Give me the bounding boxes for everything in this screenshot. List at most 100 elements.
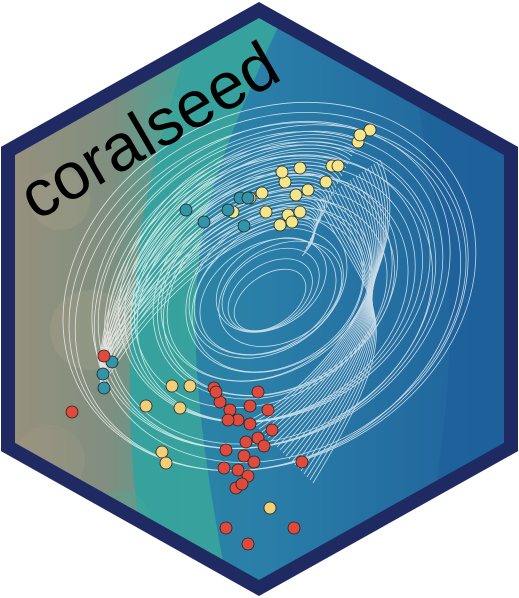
dispersal-track bbox=[91, 120, 451, 450]
dispersal-track bbox=[99, 154, 347, 367]
dispersal-track bbox=[124, 154, 423, 423]
particle-point-orange bbox=[159, 456, 173, 470]
particle-point-red bbox=[219, 521, 233, 535]
particle-point-yellow bbox=[275, 165, 289, 179]
particle-point-red bbox=[97, 349, 111, 363]
dispersal-track bbox=[294, 189, 373, 466]
dispersal-track bbox=[227, 258, 313, 332]
particle-point-red bbox=[217, 461, 231, 475]
dispersal-track bbox=[267, 171, 380, 439]
particle-point-yellow bbox=[353, 128, 367, 142]
particle-point-yellow bbox=[289, 188, 303, 202]
particle-point-red bbox=[287, 521, 301, 535]
dispersal-track bbox=[270, 173, 378, 442]
dispersal-track bbox=[99, 214, 316, 373]
dispersal-track bbox=[288, 185, 373, 460]
particle-point-orange bbox=[155, 445, 169, 459]
particle-point-yellow bbox=[259, 205, 273, 219]
dispersal-track bbox=[279, 179, 375, 451]
particle-point-red bbox=[237, 449, 251, 463]
dispersal-track bbox=[68, 112, 469, 472]
deep-water bbox=[400, 10, 511, 588]
dispersal-track bbox=[282, 181, 374, 454]
particle-point-red bbox=[257, 439, 271, 453]
dispersal-track bbox=[99, 192, 324, 367]
dispersal-track bbox=[249, 159, 391, 421]
dispersal-track bbox=[199, 237, 337, 356]
dispersal-track bbox=[285, 183, 374, 457]
dispersal-track bbox=[312, 201, 377, 484]
particle-points bbox=[65, 123, 377, 551]
dispersal-track bbox=[99, 130, 361, 361]
reef-crest bbox=[130, 10, 290, 588]
dispersal-track bbox=[252, 161, 388, 424]
particle-point-red bbox=[251, 385, 265, 399]
particle-point-yellow bbox=[273, 218, 287, 232]
dispersal-track bbox=[99, 220, 315, 385]
dispersal-track bbox=[160, 194, 373, 382]
dispersal-track bbox=[99, 134, 359, 367]
particle-point-teal bbox=[96, 367, 110, 381]
particle-point-red bbox=[209, 385, 223, 399]
dispersal-track bbox=[297, 191, 373, 469]
particle-point-teal bbox=[237, 219, 251, 233]
particle-point-red bbox=[247, 455, 261, 469]
dispersal-track bbox=[99, 170, 337, 361]
dispersal-track bbox=[193, 227, 344, 356]
particle-point-red bbox=[65, 405, 79, 419]
dispersal-track bbox=[97, 131, 444, 449]
dispersal-track bbox=[258, 165, 385, 430]
particle-point-red bbox=[265, 423, 279, 437]
particle-point-orange bbox=[183, 379, 197, 393]
particle-point-red bbox=[243, 417, 257, 431]
particle-point-red bbox=[221, 413, 235, 427]
particle-point-orange bbox=[263, 501, 277, 515]
dispersal-track bbox=[74, 122, 462, 471]
dispersal-track bbox=[303, 195, 374, 475]
dispersal-track bbox=[99, 210, 317, 367]
dispersal-track bbox=[93, 124, 467, 463]
dispersal-track bbox=[261, 167, 383, 433]
particle-point-red bbox=[295, 455, 309, 469]
dispersal-track bbox=[273, 175, 377, 445]
particle-point-red bbox=[261, 403, 275, 417]
dispersal-track bbox=[306, 197, 375, 478]
particle-point-teal bbox=[221, 203, 235, 217]
dispersal-track bbox=[136, 174, 409, 422]
dispersal-track bbox=[99, 161, 343, 379]
dispersal-track bbox=[215, 237, 327, 333]
dispersal-track bbox=[99, 157, 345, 373]
dispersal-track bbox=[99, 164, 341, 385]
dispersal-track bbox=[309, 199, 376, 481]
particle-point-teal bbox=[179, 203, 193, 217]
particle-point-teal bbox=[197, 215, 211, 229]
particle-point-teal bbox=[241, 191, 255, 205]
particle-point-red bbox=[239, 435, 253, 449]
dispersal-track bbox=[276, 177, 376, 448]
dispersal-track bbox=[99, 167, 339, 391]
dispersal-track bbox=[99, 223, 315, 391]
particle-point-orange bbox=[139, 399, 153, 413]
dispersal-track bbox=[99, 137, 357, 373]
particle-point-red bbox=[235, 477, 249, 491]
dispersal-track bbox=[264, 169, 381, 436]
particle-point-yellow bbox=[285, 215, 299, 229]
particle-point-yellow bbox=[293, 205, 307, 219]
dispersal-track bbox=[233, 268, 307, 332]
dispersal-track bbox=[185, 207, 371, 373]
particle-point-yellow bbox=[293, 161, 307, 175]
dispersal-track bbox=[218, 240, 343, 347]
particle-point-red bbox=[231, 463, 245, 477]
particle-point-yellow bbox=[331, 159, 345, 173]
dispersal-tracks bbox=[62, 101, 477, 484]
dispersal-track bbox=[99, 144, 353, 385]
dispersal-track bbox=[104, 141, 437, 449]
dispersal-track bbox=[62, 101, 477, 472]
particle-point-red bbox=[219, 443, 233, 457]
dispersal-track bbox=[99, 217, 316, 379]
particle-point-yellow bbox=[319, 175, 333, 189]
particle-point-yellow bbox=[363, 123, 377, 137]
